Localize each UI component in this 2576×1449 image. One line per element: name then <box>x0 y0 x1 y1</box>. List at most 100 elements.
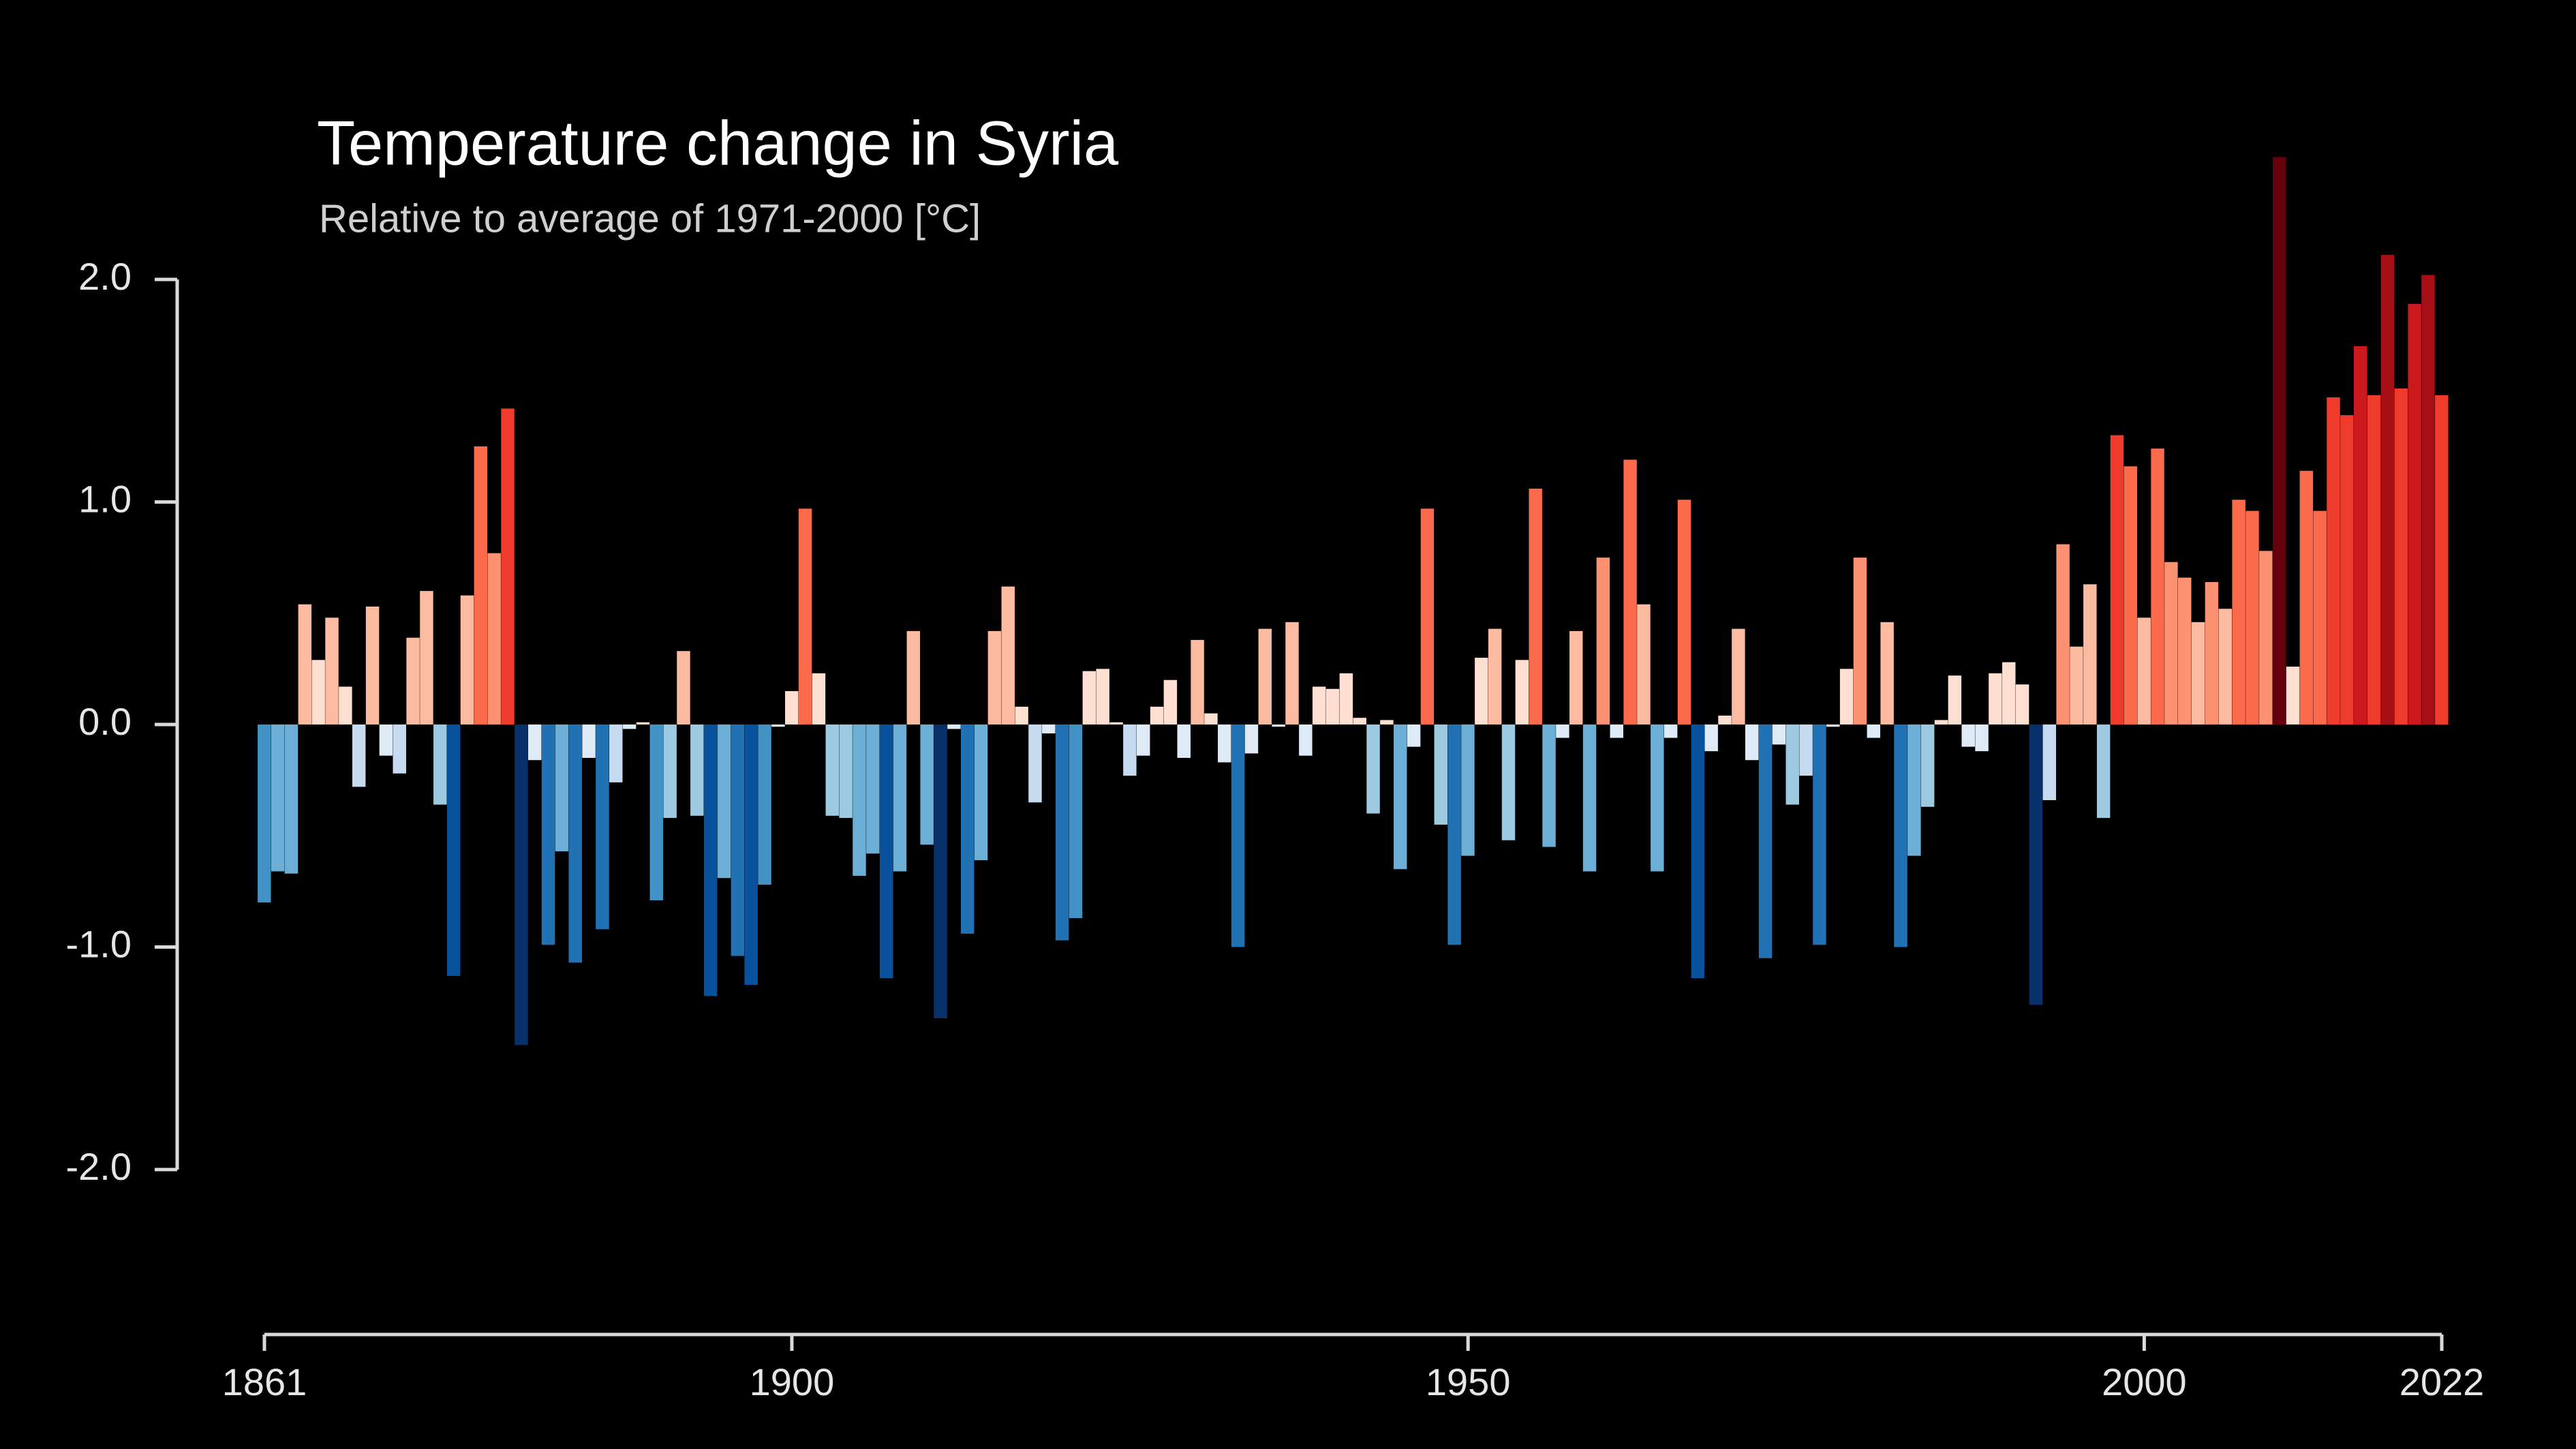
bar <box>2313 510 2327 724</box>
bar <box>1637 604 1651 724</box>
bar <box>555 724 569 852</box>
bar <box>1839 669 1854 724</box>
bar <box>663 724 677 819</box>
bar <box>339 686 352 724</box>
bar <box>1028 724 1042 803</box>
bar <box>2286 667 2300 724</box>
bar <box>1096 669 1109 724</box>
bar <box>934 724 947 1018</box>
bar <box>825 724 840 816</box>
bar <box>947 724 961 729</box>
x-tick-label: 1900 <box>750 1360 835 1403</box>
bar <box>703 724 718 996</box>
bar <box>622 724 637 729</box>
bar <box>1434 724 1448 825</box>
bar <box>771 724 785 727</box>
x-tick-label: 1950 <box>1426 1360 1511 1403</box>
bar <box>1015 706 1028 724</box>
bar <box>2110 435 2124 724</box>
bar <box>2178 577 2192 724</box>
bar <box>487 553 501 724</box>
bar <box>1082 671 1097 724</box>
bar <box>2164 562 2178 724</box>
bar <box>1745 724 1759 761</box>
bar <box>1339 673 1353 724</box>
bar <box>1813 724 1826 945</box>
bar <box>2354 346 2367 724</box>
bar <box>2327 397 2340 724</box>
x-tick-label: 1861 <box>222 1360 307 1403</box>
bar <box>474 446 488 724</box>
bar <box>1542 724 1556 847</box>
bar <box>2151 448 2164 724</box>
bar <box>1109 722 1123 724</box>
bar <box>420 591 433 724</box>
bar <box>1042 724 1056 734</box>
bar <box>974 724 988 861</box>
bar <box>1285 622 1299 724</box>
bar <box>1123 724 1137 776</box>
bar <box>1258 628 1272 724</box>
y-tick-label: 0.0 <box>78 700 132 743</box>
bar <box>271 724 285 872</box>
bar <box>1394 724 1407 870</box>
bar <box>1677 500 1691 724</box>
bar <box>2002 662 2016 724</box>
bar <box>2272 157 2286 725</box>
bar <box>1447 724 1461 945</box>
bar <box>446 724 461 976</box>
bar <box>352 724 366 787</box>
bar <box>717 724 731 879</box>
bar <box>1799 724 1813 776</box>
bar <box>2408 303 2421 724</box>
bar <box>731 724 745 956</box>
bar <box>1623 459 1637 724</box>
bar <box>1529 488 1542 724</box>
bar <box>1366 724 1380 814</box>
bar <box>866 724 880 854</box>
bar <box>1515 660 1529 724</box>
bar <box>1785 724 1799 805</box>
bar <box>582 724 596 758</box>
bar <box>298 604 312 724</box>
bar <box>893 724 907 872</box>
bar <box>2123 466 2138 724</box>
bar <box>284 724 298 874</box>
bar <box>393 724 406 774</box>
bar <box>2394 388 2408 724</box>
bar <box>1826 724 1840 727</box>
bar <box>365 606 380 724</box>
bar <box>1312 686 1326 724</box>
y-tick-label: -1.0 <box>66 922 132 965</box>
bar <box>1907 724 1921 856</box>
bar <box>1488 628 1502 724</box>
bar <box>2340 415 2354 724</box>
bar <box>325 617 339 724</box>
bar <box>1218 724 1231 763</box>
bar <box>1325 688 1340 724</box>
bar <box>1975 724 1989 752</box>
bar <box>541 724 555 945</box>
bar <box>1001 586 1015 724</box>
bar <box>1204 713 1218 724</box>
bar <box>2259 551 2273 724</box>
bar <box>758 724 771 885</box>
bar <box>744 724 758 986</box>
bar <box>1920 724 1935 807</box>
bar <box>1867 724 1881 738</box>
bar <box>1663 724 1678 738</box>
y-tick-label: 2.0 <box>78 255 132 298</box>
x-tick-label: 2000 <box>2102 1360 2187 1403</box>
x-tick-label: 2022 <box>2399 1360 2485 1403</box>
bar <box>460 595 474 724</box>
bar <box>812 673 826 724</box>
bar <box>1501 724 1516 840</box>
bar <box>527 724 542 761</box>
bar <box>2070 646 2083 724</box>
bar <box>2299 470 2314 724</box>
bar <box>2205 582 2219 724</box>
bar <box>2137 617 2151 724</box>
bar <box>1055 724 1069 941</box>
